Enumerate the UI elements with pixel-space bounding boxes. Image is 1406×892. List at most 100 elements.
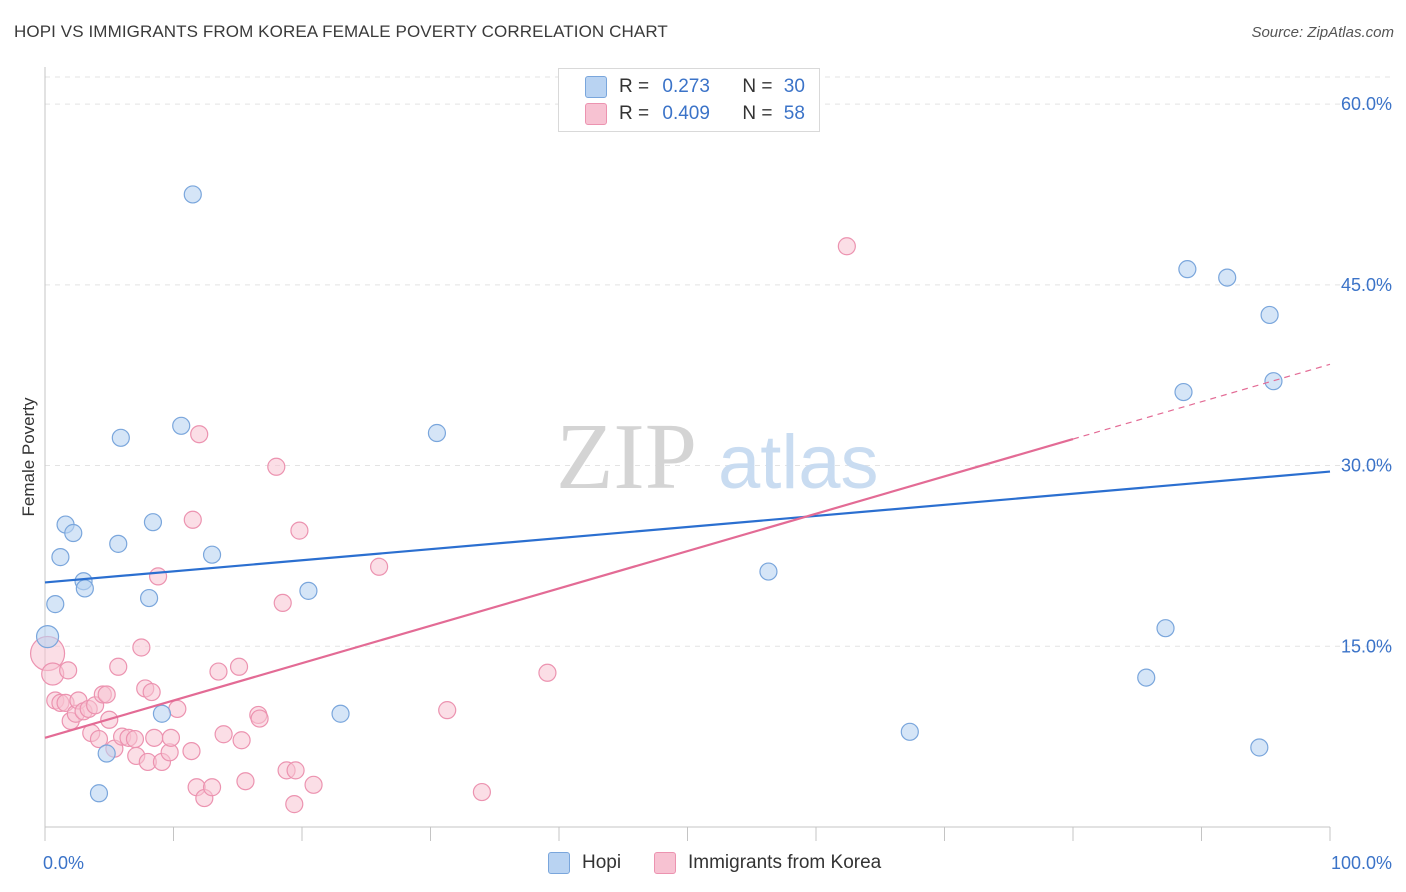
hopi-point — [64, 523, 83, 543]
hopi-point — [299, 581, 318, 600]
hopi-point — [1137, 668, 1156, 687]
hopi-point — [427, 423, 447, 443]
korea-point — [214, 725, 233, 744]
korea-point — [145, 728, 164, 747]
stats-legend: R = 0.273 N = 30 R = 0.409 N = 58 — [558, 68, 820, 132]
hopi-r-label: R = — [619, 76, 650, 97]
hopi-point — [1250, 738, 1269, 757]
hopi-point — [1260, 305, 1279, 325]
korea-point — [125, 729, 145, 749]
korea-point — [370, 557, 389, 576]
hopi-point — [1218, 268, 1237, 287]
hopi-point — [1178, 260, 1197, 279]
hopi-point — [1156, 619, 1175, 638]
korea-point — [229, 657, 249, 676]
legend-item-korea[interactable]: Immigrants from Korea — [654, 852, 881, 874]
korea-point — [183, 510, 202, 529]
korea-trend-line — [44, 437, 1074, 739]
korea-point — [837, 237, 856, 256]
korea-n-label: N = — [742, 103, 773, 124]
korea-point — [286, 761, 305, 780]
korea-point — [202, 778, 222, 797]
hopi-point — [97, 744, 116, 763]
legend-korea-swatch — [654, 852, 676, 874]
hopi-point — [331, 704, 350, 723]
hopi-point — [75, 579, 94, 598]
korea-point — [267, 457, 286, 476]
korea-point — [148, 567, 168, 586]
hopi-point — [139, 588, 159, 608]
korea-point — [209, 662, 228, 681]
legend-hopi-swatch — [548, 852, 570, 874]
series-legend: Hopi Immigrants from Korea — [0, 852, 1406, 878]
stats-row-hopi: R = 0.273 N = 30 — [585, 75, 805, 99]
grid-lines — [45, 76, 1392, 647]
korea-swatch — [585, 103, 607, 125]
hopi-point — [109, 534, 128, 553]
hopi-point — [900, 722, 919, 741]
legend-korea-label: Immigrants from Korea — [688, 852, 882, 873]
hopi-point — [46, 595, 65, 614]
hopi-r-value: 0.273 — [662, 76, 710, 97]
y-axis-label: Female Poverty — [19, 397, 38, 517]
korea-point — [142, 682, 161, 702]
hopi-point — [89, 784, 109, 803]
korea-trend-extension — [1072, 363, 1331, 440]
korea-point — [59, 661, 78, 680]
stats-row-korea: R = 0.409 N = 58 — [585, 102, 805, 126]
korea-points — [29, 237, 856, 814]
hopi-point — [35, 625, 60, 649]
hopi-point — [759, 562, 778, 581]
hopi-points — [35, 185, 1283, 803]
korea-point — [285, 795, 304, 814]
watermark-zip: ZIP — [556, 405, 697, 509]
x-tick-label-1: 100.0% — [1331, 853, 1392, 873]
korea-point — [89, 729, 109, 749]
hopi-point — [143, 513, 163, 532]
korea-point — [273, 593, 292, 613]
legend-item-hopi[interactable]: Hopi — [548, 852, 621, 874]
hopi-point — [183, 185, 202, 204]
korea-point — [438, 701, 457, 720]
korea-point — [161, 728, 181, 747]
korea-point — [182, 741, 201, 761]
axes — [44, 67, 1331, 841]
hopi-n-label: N = — [742, 76, 773, 97]
korea-r-value: 0.409 — [662, 103, 710, 124]
hopi-point — [1264, 372, 1283, 391]
hopi-point — [202, 545, 222, 564]
hopi-point — [51, 548, 70, 567]
x-tick-label-0: 0.0% — [43, 853, 84, 873]
korea-n-value: 58 — [783, 103, 805, 124]
hopi-n-value: 30 — [783, 76, 805, 97]
trend-lines — [44, 363, 1331, 739]
korea-point — [250, 709, 269, 728]
korea-point — [304, 775, 323, 794]
korea-point — [190, 425, 209, 444]
hopi-swatch — [585, 76, 607, 98]
source-credit: Source: ZipAtlas.com — [1251, 24, 1394, 41]
watermark-atlas: atlas — [718, 420, 879, 505]
y-tick-label-2: 45.0% — [1341, 275, 1392, 295]
korea-point — [472, 782, 491, 802]
hopi-point — [111, 428, 130, 447]
y-tick-label-3: 60.0% — [1341, 94, 1392, 114]
chart-title: HOPI VS IMMIGRANTS FROM KOREA FEMALE POV… — [14, 22, 668, 41]
korea-r-label: R = — [619, 103, 650, 124]
tick-labels: 15.0% 30.0% 45.0% 60.0% 0.0% 100.0% — [43, 94, 1392, 873]
korea-point — [109, 657, 128, 676]
hopi-point — [1174, 382, 1193, 402]
korea-point — [236, 772, 255, 791]
hopi-point — [152, 704, 172, 723]
korea-point — [132, 638, 151, 657]
hopi-point — [172, 416, 191, 435]
y-tick-label-1: 30.0% — [1341, 456, 1392, 476]
korea-point — [97, 685, 116, 704]
korea-point — [168, 699, 187, 719]
y-tick-label-0: 15.0% — [1341, 636, 1392, 656]
hopi-trend-line — [44, 470, 1331, 584]
legend-hopi-label: Hopi — [582, 852, 622, 873]
korea-point — [538, 663, 557, 682]
korea-point — [232, 731, 251, 750]
